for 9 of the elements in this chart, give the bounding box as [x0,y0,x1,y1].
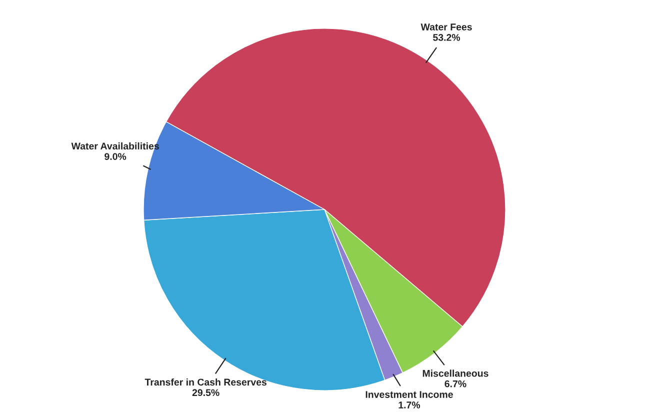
slice-label: Transfer in Cash Reserves [144,378,266,386]
data-label: 6.7% [444,380,466,388]
data-label: 9.0% [104,153,126,160]
slice-label: Miscellaneous [422,370,488,377]
data-label: 53.2% [433,34,460,41]
slice-label: Investment Income [366,391,453,398]
slice-label: Water Fees [420,24,472,30]
data-label: 1.7% [398,402,420,408]
data-label: 29.5% [192,389,220,396]
